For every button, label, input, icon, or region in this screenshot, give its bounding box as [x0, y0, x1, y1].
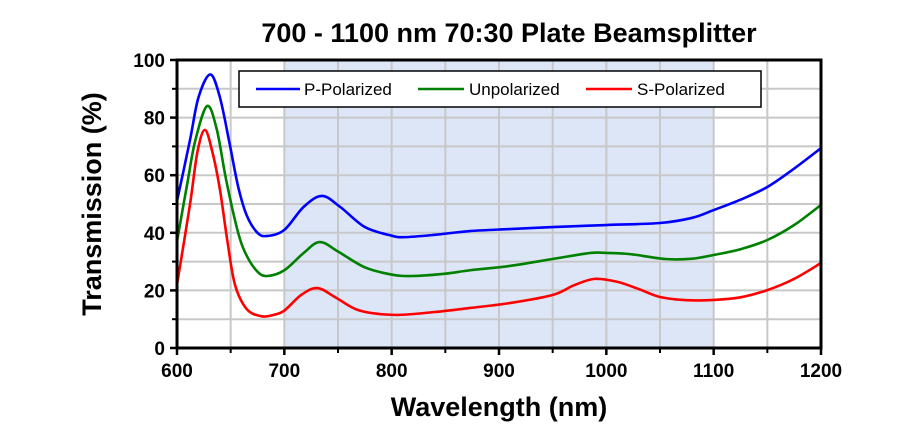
ticks: 600 700 800 900 1000 1100 1200 0 20 40 60 80 100: [133, 51, 842, 382]
y-tick-label: 60: [144, 166, 165, 187]
x-tick-label: 800: [376, 361, 408, 382]
x-tick-label: 1100: [693, 361, 734, 382]
legend-label-p-polarized: P-Polarized: [304, 80, 392, 99]
legend-label-unpolarized: Unpolarized: [469, 80, 560, 99]
x-tick-label: 900: [483, 361, 515, 382]
chart-title: 700 - 1100 nm 70:30 Plate Beamsplitter: [261, 18, 757, 48]
series-line-unpolarized: [175, 104, 822, 278]
y-tick-label: 100: [133, 51, 165, 72]
y-tick-label: 20: [144, 281, 165, 302]
grid: [177, 60, 821, 348]
y-tick-label: 40: [144, 224, 165, 245]
y-axis-label: Transmission (%): [77, 92, 107, 316]
x-tick-label: 1200: [800, 361, 842, 382]
x-tick-label: 600: [161, 361, 193, 382]
legend-box: [238, 70, 762, 108]
legend-label-s-polarized: S-Polarized: [637, 80, 725, 99]
x-axis-label: Wavelength (nm): [391, 392, 608, 422]
y-tick-label: 80: [144, 109, 165, 130]
series-line-s-polarized: [175, 128, 822, 318]
legend: P-Polarized Unpolarized S-Polarized: [238, 70, 762, 108]
y-tick-label: 0: [154, 339, 165, 360]
series-line-p-polarized: [175, 73, 822, 239]
x-tick-label: 1000: [585, 361, 627, 382]
x-tick-label: 700: [268, 361, 300, 382]
series-group: [175, 73, 822, 318]
